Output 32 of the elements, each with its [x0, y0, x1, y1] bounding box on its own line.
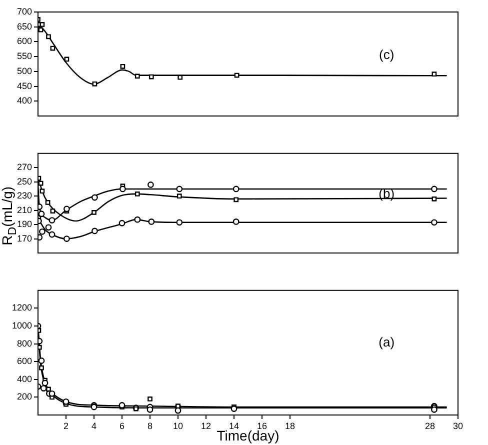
y-tick-label: 270	[16, 162, 32, 172]
x-tick-label: 4	[91, 420, 97, 431]
y-tick-label: 230	[16, 190, 32, 201]
y-tick-label: 190	[16, 219, 32, 230]
y-tick-label: 1200	[12, 302, 32, 313]
annotation: (a)	[378, 334, 395, 350]
y-tick-label: 250	[16, 176, 32, 186]
y-tick-label: 550	[16, 51, 32, 62]
x-tick-label: 14	[228, 420, 240, 431]
x-tick-label: 30	[452, 420, 464, 431]
y-tick-label: 700	[16, 6, 32, 16]
y-tick-label: 400	[16, 96, 32, 106]
x-tick-label: 12	[200, 420, 212, 431]
y-tick-label: 400	[16, 374, 32, 384]
x-tick-label: 18	[284, 420, 296, 431]
y-tick-label: 500	[16, 66, 32, 76]
y-tick-label: 210	[16, 204, 32, 215]
y-tick-label: 1000	[12, 320, 32, 330]
x-tick-label: 2	[63, 420, 69, 431]
y-tick-label: 600	[16, 36, 32, 46]
y-tick-label: 200	[16, 392, 32, 402]
y-tick-label: 800	[16, 338, 32, 348]
x-tick-label: 16	[256, 420, 268, 431]
y-tick-label: 600	[16, 356, 32, 366]
y-tick-label: 170	[16, 233, 32, 244]
x-tick-label: 6	[119, 420, 125, 431]
y-tick-label: 650	[16, 21, 32, 32]
y-tick-label: 450	[16, 80, 32, 91]
x-tick-label: 28	[424, 420, 436, 431]
annotation: (c)	[379, 46, 394, 62]
x-tick-label: 8	[147, 420, 153, 431]
x-tick-label: 10	[172, 420, 184, 431]
